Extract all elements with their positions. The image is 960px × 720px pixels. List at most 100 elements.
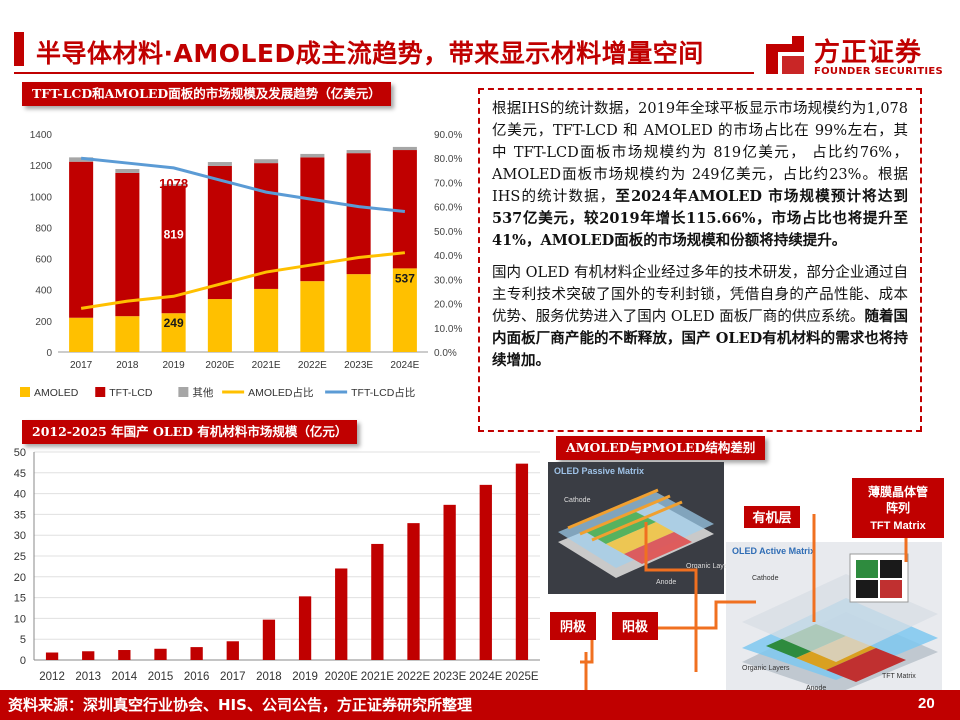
x-tick-label: 2024E <box>390 360 419 371</box>
legend-label: AMOLED占比 <box>248 386 313 399</box>
callout-cathode: 阴极 <box>550 612 596 640</box>
legend-swatch <box>178 387 189 397</box>
x-tick-label: 2016 <box>184 671 210 683</box>
line-AMOLED占比 <box>80 251 406 310</box>
y2-tick-label: 70.0% <box>434 178 462 189</box>
x-tick-label: 2014 <box>112 671 138 683</box>
bar-其他 <box>115 169 140 173</box>
bar-AMOLED <box>207 299 232 352</box>
company-logo: 方正证券 FOUNDER SECURITIES <box>762 34 944 80</box>
legend-swatch <box>95 387 106 397</box>
x-tick-label: 2020E <box>205 360 234 371</box>
data-label: 537 <box>395 271 415 285</box>
callout-organic: 有机层 <box>744 506 800 528</box>
y2-tick-label: 80.0% <box>434 154 462 165</box>
x-tick-label: 2021E <box>361 671 395 683</box>
bar-AMOLED <box>161 313 186 352</box>
x-tick-label: 2013 <box>75 671 101 683</box>
am-tft-label: TFT Matrix <box>882 673 916 680</box>
pm-organic-label: Organic Layers <box>686 563 734 570</box>
svg-text:阴极: 阴极 <box>560 619 587 634</box>
x-tick-label: 2023E <box>433 671 467 683</box>
y-tick-label: 15 <box>14 593 26 605</box>
bar <box>190 647 203 660</box>
bar <box>335 568 348 660</box>
analysis-text-box: 根据IHS的统计数据，2019年全球平板显示市场规模约为1,078亿美元，TFT… <box>478 88 922 432</box>
source-note: 资料来源：深圳真空行业协会、HIS、公司公告，方正证券研究所整理 <box>8 696 472 714</box>
svg-text:TFT Matrix: TFT Matrix <box>870 520 926 532</box>
y-tick-label: 1200 <box>30 161 53 172</box>
diagram-label: AMOLED与PMOLED结构差别 <box>556 436 766 460</box>
logo-mark-icon <box>766 36 804 74</box>
bar-其他 <box>300 153 325 158</box>
y-tick-label: 20 <box>14 572 26 584</box>
y-tick-label: 40 <box>14 489 26 501</box>
bar-TFT-LCD <box>300 157 325 282</box>
x-tick-label: 2020E <box>325 671 359 683</box>
passive-matrix-panel: OLED Passive Matrix Cathode Organic Laye… <box>548 462 734 594</box>
legend-label: TFT-LCD <box>109 387 153 399</box>
y2-tick-label: 60.0% <box>434 203 462 214</box>
y-tick-label: 5 <box>20 634 26 646</box>
x-tick-label: 2022E <box>397 671 431 683</box>
title-divider <box>14 72 754 74</box>
bar-AMOLED <box>346 274 371 352</box>
analysis-paragraph-1: 根据IHS的统计数据，2019年全球平板显示市场规模约为1,078亿美元，TFT… <box>492 101 908 249</box>
bar-AMOLED <box>115 316 140 352</box>
data-label: 1078 <box>159 176 188 191</box>
bar <box>371 543 384 660</box>
bar <box>515 463 529 660</box>
pm-cathode-label: Cathode <box>564 497 591 504</box>
line-TFT-LCD占比 <box>80 156 406 214</box>
y-tick-label: 45 <box>14 468 26 480</box>
callout-tft: 薄膜晶体管 阵列 TFT Matrix <box>852 478 944 538</box>
bar-TFT-LCD <box>161 185 186 314</box>
bar-其他 <box>392 146 417 151</box>
x-tick-label: 2022E <box>298 360 327 371</box>
y-tick-label: 400 <box>35 286 52 297</box>
y-tick-label: 800 <box>35 223 52 234</box>
logo-text-cn: 方正证券 <box>814 38 923 68</box>
bar <box>45 652 59 660</box>
bar-其他 <box>207 162 232 166</box>
x-tick-label: 2024E <box>469 671 503 683</box>
x-tick-label: 2015 <box>148 671 174 683</box>
y-tick-label: 0 <box>20 655 26 667</box>
y-tick-label: 200 <box>35 317 52 328</box>
y-tick-label: 30 <box>14 530 26 542</box>
pm-anode-label: Anode <box>656 579 676 586</box>
bar-其他 <box>254 159 279 164</box>
legend-label: 其他 <box>192 386 213 399</box>
bar-其他 <box>161 184 186 186</box>
footer-bar <box>0 690 960 720</box>
svg-text:阵列: 阵列 <box>886 500 910 515</box>
x-tick-label: 2019 <box>163 360 186 371</box>
bar <box>298 596 312 660</box>
y2-tick-label: 50.0% <box>434 227 462 238</box>
y2-tick-label: 20.0% <box>434 300 462 311</box>
y-tick-label: 25 <box>14 551 26 563</box>
y2-tick-label: 10.0% <box>434 324 462 335</box>
bar-TFT-LCD <box>207 165 232 300</box>
title-accent-bar <box>14 32 24 66</box>
bar-TFT-LCD <box>254 163 279 289</box>
legend-label: TFT-LCD占比 <box>351 386 415 399</box>
am-cathode-label: Cathode <box>752 575 779 582</box>
page-title: 半导体材料·AMOLED成主流趋势，带来显示材料增量空间 <box>36 39 704 68</box>
legend-swatch <box>20 387 30 397</box>
bar <box>443 504 456 660</box>
x-tick-label: 2025E <box>505 671 539 683</box>
bar <box>82 651 95 660</box>
bar-AMOLED <box>69 317 94 352</box>
svg-text:阳极: 阳极 <box>622 619 649 634</box>
bar <box>118 650 131 660</box>
logo-text-en: FOUNDER SECURITIES <box>814 66 944 77</box>
y-tick-label: 10 <box>14 613 26 625</box>
bar <box>154 648 167 660</box>
svg-text:有机层: 有机层 <box>752 510 791 525</box>
y-tick-label: 0 <box>46 348 52 359</box>
y2-tick-label: 90.0% <box>434 130 462 141</box>
data-label: 249 <box>164 316 184 330</box>
y-tick-label: 1400 <box>30 130 53 141</box>
bar-其他 <box>346 150 371 154</box>
